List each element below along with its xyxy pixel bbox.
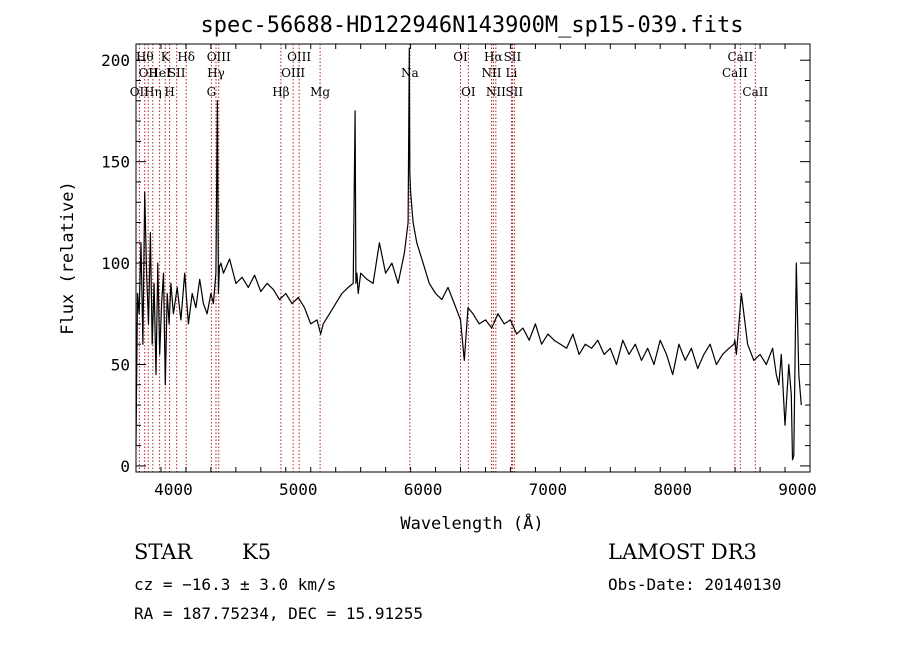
survey-name: LAMOST DR3 [608, 540, 757, 564]
line-marker-label: Li [506, 66, 518, 80]
y-tick-label: 50 [111, 355, 130, 374]
line-marker-label: Hγ [207, 66, 225, 80]
chart-title: spec-56688-HD122946N143900M_sp15-039.fit… [200, 13, 743, 38]
line-marker-label: H [164, 85, 174, 99]
line-marker-label: CaII [722, 66, 748, 80]
line-marker-label: HeI [148, 66, 171, 80]
line-marker-label: OIII [287, 50, 311, 64]
x-tick-label: 4000 [154, 480, 193, 499]
line-marker-label: G [207, 85, 217, 99]
line-marker-label: SII [504, 50, 522, 64]
line-marker-label: Hβ [272, 85, 289, 99]
x-axis-ticks: 4000 5000 6000 7000 8000 9000 [135, 44, 817, 499]
spectrum-line [135, 47, 802, 461]
y-axis-ticks: 0 50 100 150 200 [101, 51, 810, 476]
x-tick-label: 6000 [404, 480, 443, 499]
line-marker-label: OII [139, 66, 159, 80]
ra-dec: RA = 187.75234, DEC = 15.91255 [134, 604, 423, 623]
x-tick-label: 9000 [778, 480, 817, 499]
line-marker-label: NII [481, 66, 501, 80]
line-marker-label: K [161, 50, 171, 64]
object-subclass: K5 [242, 540, 271, 564]
line-marker-label: OIII [207, 50, 231, 64]
line-marker-label: SII [505, 85, 523, 99]
line-marker-label: OIII [281, 66, 305, 80]
spectral-line-labels: OIIHθOIIHηHeIKHSIIHδGHγOIIIHβOIIIOIIIMgN… [130, 50, 769, 99]
x-tick-label: 7000 [529, 480, 568, 499]
y-tick-label: 100 [101, 254, 130, 273]
line-marker-label: OII [130, 85, 150, 99]
line-marker-label: Hη [144, 85, 162, 99]
y-axis-label: Flux (relative) [58, 181, 78, 335]
x-tick-label: 8000 [653, 480, 692, 499]
line-marker-label: OI [453, 50, 468, 64]
line-marker-label: Hδ [177, 50, 195, 64]
line-marker-label: Hα [484, 50, 503, 64]
x-tick-label: 5000 [279, 480, 318, 499]
y-tick-label: 200 [101, 51, 130, 70]
line-marker-label: CaII [742, 85, 768, 99]
plot-frame [135, 43, 811, 473]
object-class: STAR [134, 540, 193, 564]
y-tick-label: 0 [120, 457, 130, 476]
line-marker-label: OI [461, 85, 476, 99]
x-axis-label: Wavelength (Å) [400, 512, 543, 534]
line-marker-label: SII [168, 66, 186, 80]
line-marker-label: Mg [310, 85, 330, 99]
redshift-text: cz = −16.3 ± 3.0 km/s [134, 575, 336, 594]
line-marker-label: CaII [727, 50, 753, 64]
line-marker-label: Hθ [136, 50, 154, 64]
y-tick-label: 150 [101, 153, 130, 172]
obs-date: Obs-Date: 20140130 [608, 575, 781, 594]
line-marker-label: NII [486, 85, 506, 99]
spectral-line-markers [138, 44, 756, 472]
